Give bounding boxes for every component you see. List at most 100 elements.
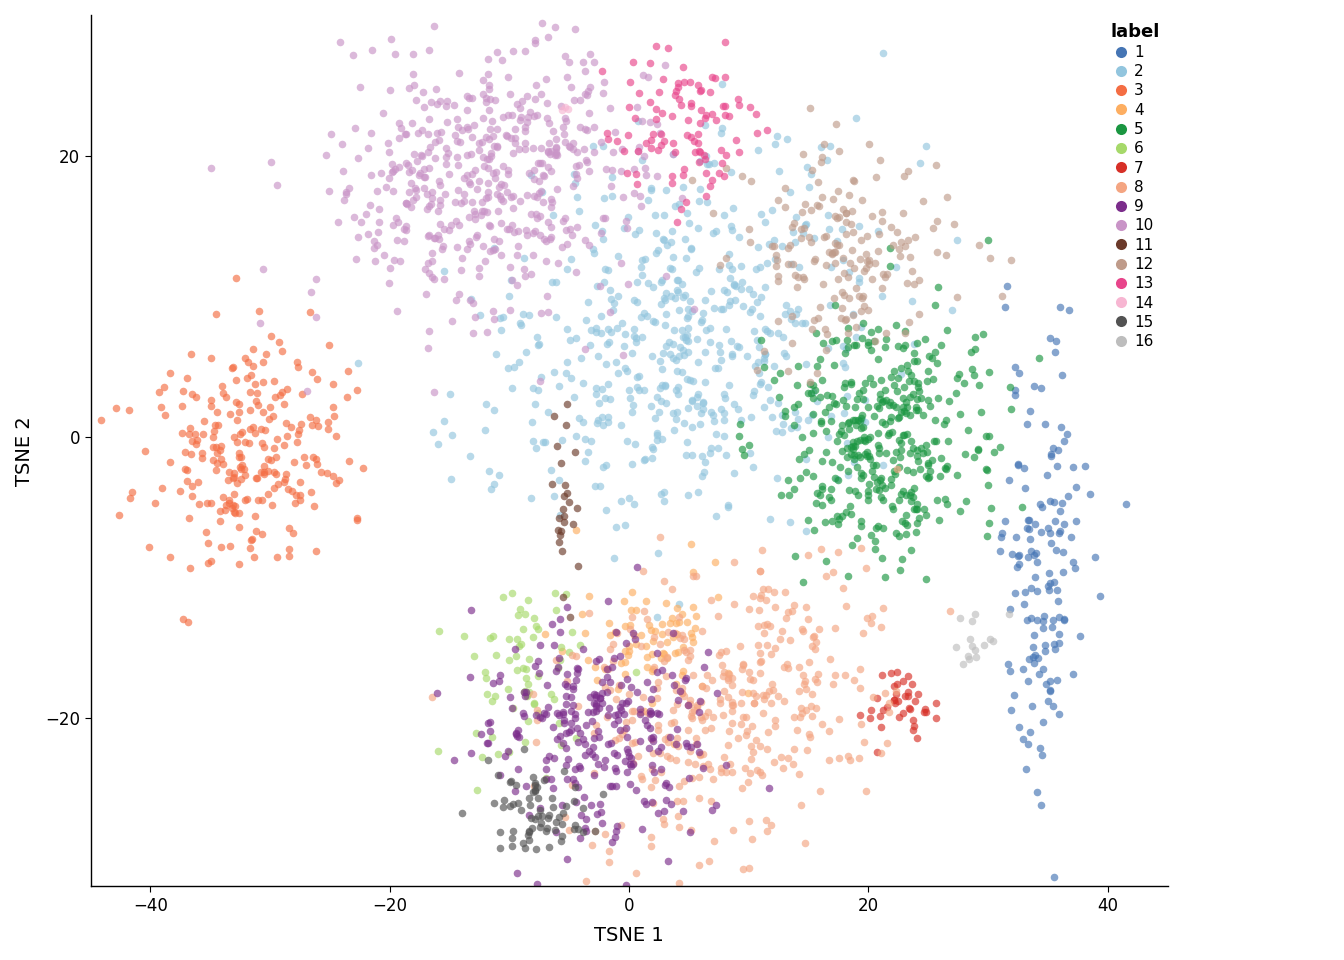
Point	[574, 821, 595, 836]
Point	[413, 84, 434, 99]
Point	[853, 264, 875, 279]
Point	[663, 147, 684, 162]
Point	[403, 77, 425, 92]
Point	[597, 593, 618, 609]
Point	[460, 147, 481, 162]
Point	[493, 793, 515, 808]
Point	[360, 167, 382, 182]
Point	[567, 780, 589, 795]
Point	[788, 301, 809, 317]
Point	[692, 760, 714, 776]
Point	[488, 746, 509, 761]
Point	[801, 322, 823, 337]
Point	[871, 477, 892, 492]
Point	[653, 654, 675, 669]
Point	[930, 337, 952, 352]
Point	[551, 102, 573, 117]
Point	[700, 720, 722, 735]
Point	[223, 487, 245, 502]
Point	[613, 707, 634, 722]
Point	[648, 84, 669, 100]
Point	[863, 689, 884, 705]
Point	[875, 569, 896, 585]
Point	[700, 334, 722, 349]
Point	[508, 354, 530, 370]
Point	[667, 79, 688, 94]
Point	[1116, 496, 1137, 512]
Point	[583, 119, 605, 134]
Point	[480, 244, 501, 259]
Point	[925, 412, 946, 427]
Point	[900, 485, 922, 500]
Point	[680, 822, 702, 837]
Point	[737, 348, 758, 363]
Point	[569, 119, 590, 134]
Point	[675, 672, 696, 687]
Point	[700, 84, 722, 100]
Point	[384, 47, 406, 62]
Point	[637, 659, 659, 674]
Point	[585, 380, 606, 396]
Point	[396, 197, 418, 212]
Point	[548, 653, 570, 668]
Point	[239, 402, 261, 418]
Point	[673, 688, 695, 704]
Point	[536, 820, 558, 835]
Point	[554, 100, 575, 115]
Point	[859, 429, 880, 444]
Point	[741, 751, 762, 766]
Point	[847, 433, 868, 448]
Point	[665, 412, 687, 427]
Point	[1015, 480, 1036, 495]
Point	[964, 329, 985, 345]
Point	[566, 219, 587, 234]
Point	[469, 142, 491, 157]
Point	[218, 472, 239, 488]
Point	[692, 396, 714, 411]
Point	[909, 384, 930, 399]
Point	[633, 306, 655, 322]
Point	[573, 54, 594, 69]
Point	[843, 434, 864, 449]
Point	[601, 735, 622, 751]
Point	[759, 618, 781, 634]
Point	[179, 426, 200, 442]
Point	[462, 296, 484, 311]
Point	[179, 420, 200, 435]
Point	[485, 347, 507, 362]
Point	[1036, 468, 1058, 483]
Point	[835, 346, 856, 361]
Point	[827, 183, 848, 199]
Point	[1025, 584, 1047, 599]
Point	[1044, 513, 1066, 528]
Point	[456, 89, 477, 105]
Point	[644, 773, 665, 788]
Point	[688, 747, 710, 762]
Point	[618, 643, 640, 659]
Point	[484, 93, 505, 108]
Point	[801, 686, 823, 702]
Point	[750, 259, 771, 275]
Point	[723, 396, 745, 412]
Point	[620, 603, 641, 618]
Point	[300, 410, 321, 425]
Point	[519, 824, 540, 839]
Point	[274, 474, 296, 490]
Point	[544, 823, 566, 838]
Point	[503, 201, 524, 216]
Point	[817, 341, 839, 356]
Point	[452, 805, 473, 821]
Point	[702, 672, 723, 687]
Point	[632, 822, 653, 837]
Point	[906, 496, 927, 512]
Point	[173, 461, 195, 476]
Point	[676, 327, 698, 343]
Point	[223, 469, 245, 485]
Point	[560, 704, 582, 719]
Point	[556, 666, 578, 682]
Point	[827, 433, 848, 448]
Point	[892, 484, 914, 499]
Point	[564, 761, 586, 777]
Point	[995, 300, 1016, 315]
Point	[837, 749, 859, 764]
